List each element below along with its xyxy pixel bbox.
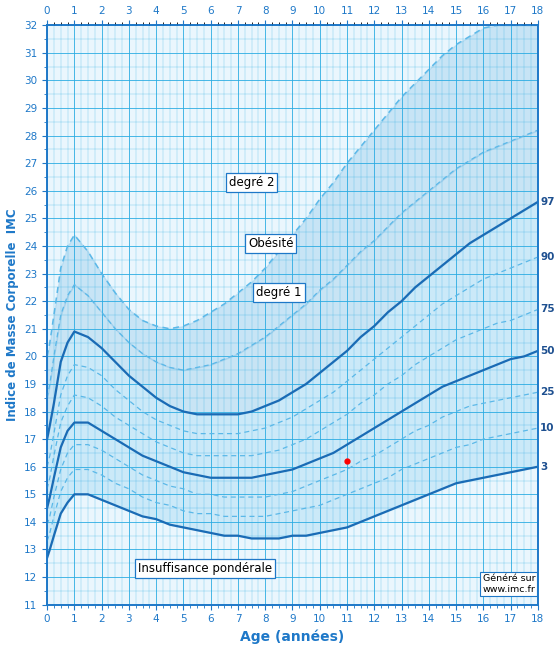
Text: Généré sur
www.imc.fr: Généré sur www.imc.fr	[482, 574, 535, 593]
Text: 25: 25	[540, 387, 554, 397]
Text: 90: 90	[540, 252, 554, 262]
Text: Obésité: Obésité	[248, 237, 293, 250]
Text: 97: 97	[540, 197, 554, 207]
X-axis label: Age (années): Age (années)	[240, 630, 344, 644]
Text: 10: 10	[540, 423, 554, 433]
Text: degré 2: degré 2	[229, 176, 274, 189]
Text: degré 1: degré 1	[256, 287, 302, 300]
Y-axis label: Indice de Masse Corporelle  IMC: Indice de Masse Corporelle IMC	[6, 209, 18, 421]
Text: 3: 3	[540, 462, 547, 472]
Text: Insuffisance pondérale: Insuffisance pondérale	[138, 562, 272, 575]
Text: 75: 75	[540, 304, 555, 315]
Text: 50: 50	[540, 346, 554, 356]
